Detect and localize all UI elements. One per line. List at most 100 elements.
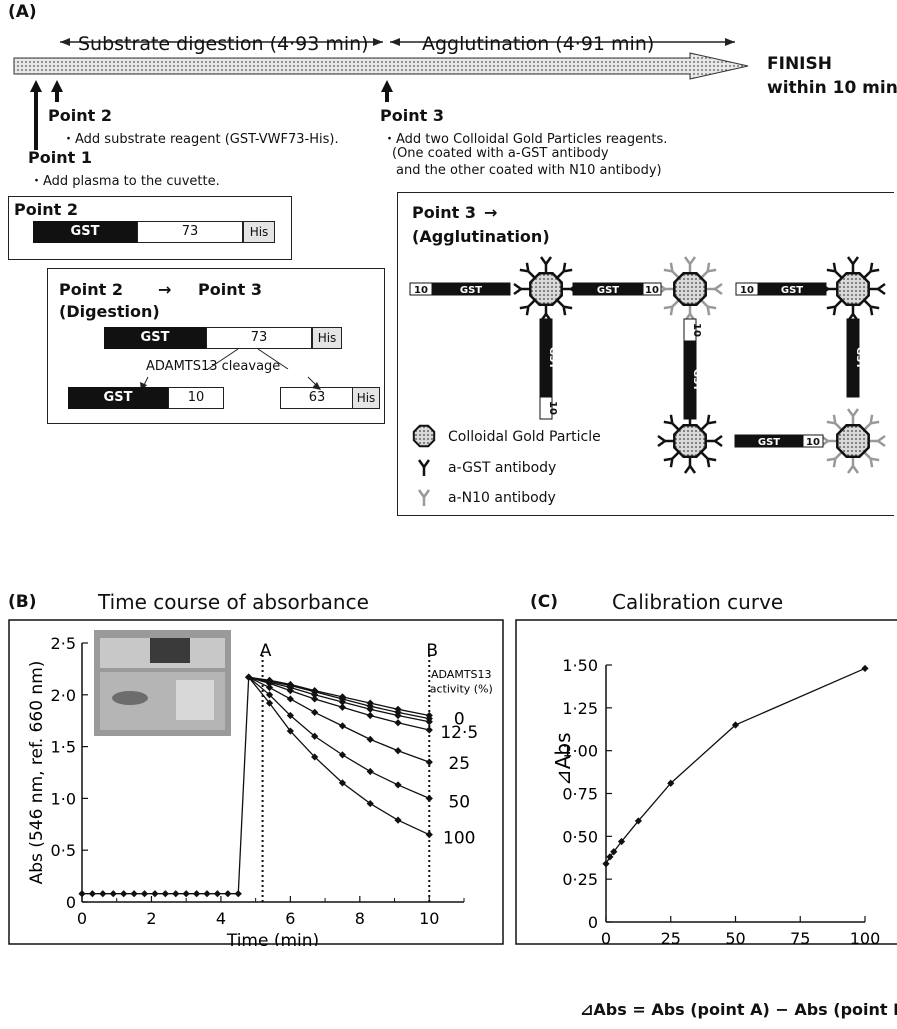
gold-3-antibody-icon xyxy=(706,434,723,448)
series-line xyxy=(248,676,430,720)
svg-text:10: 10 xyxy=(645,285,659,296)
data-point xyxy=(394,747,402,755)
x-tick-label: 10 xyxy=(419,909,439,928)
series-label: 25 xyxy=(448,754,470,774)
series-line xyxy=(248,676,430,731)
svg-text:GST: GST xyxy=(547,347,558,369)
fragment-gst-segment: GST xyxy=(68,387,168,409)
gold-0-antibody-icon xyxy=(556,262,573,279)
baseline-point xyxy=(224,890,232,898)
substrate-fragment: GST 10 xyxy=(539,318,558,420)
agglutination-title-arrow: → xyxy=(484,203,498,222)
finish-label: FINISH xyxy=(767,54,832,74)
gold-3-antibody-icon xyxy=(700,451,717,468)
gold-4-antibody-icon xyxy=(826,451,843,468)
y-axis-label: ⊿Abs xyxy=(551,732,575,786)
baseline-point xyxy=(234,890,242,898)
cleavage-label: ADAMTS13 cleavage xyxy=(146,359,281,374)
gold-1-antibody-icon xyxy=(706,282,723,296)
legend-gold-label: Colloidal Gold Particle xyxy=(448,429,601,445)
data-point xyxy=(602,860,610,868)
data-point xyxy=(286,695,294,703)
data-point xyxy=(425,726,433,734)
rise-line xyxy=(237,677,250,894)
y-tick-label: 1·5 xyxy=(51,738,76,757)
gold-3-antibody-icon xyxy=(657,434,674,448)
data-point xyxy=(265,683,274,692)
chart-c-frame xyxy=(515,619,897,945)
data-point xyxy=(366,799,374,808)
data-point xyxy=(425,831,433,839)
point3-description-line3: and the other coated with N10 antibody) xyxy=(396,163,662,178)
fragment-63-segment: 63 xyxy=(280,387,354,409)
baseline-point xyxy=(130,890,138,898)
marker-label-a: A xyxy=(260,641,272,661)
legend-agst-label: a-GST antibody xyxy=(448,460,557,476)
data-point xyxy=(667,779,675,787)
marker-label-b: B xyxy=(426,641,438,661)
gold-2-antibody-icon xyxy=(826,299,843,316)
panel-b-title: Time course of absorbance xyxy=(98,590,369,614)
baseline-point xyxy=(109,890,117,898)
digestion-title-arrow: → xyxy=(158,280,172,299)
delta-abs-footnote: ⊿Abs = Abs (point A) − Abs (point B) xyxy=(580,1000,897,1019)
legend-gold-icon xyxy=(412,424,436,448)
legend-agst-icon xyxy=(417,459,431,476)
legend-an10-icon xyxy=(417,489,431,506)
svg-text:GST: GST xyxy=(691,369,702,391)
x-tick-label: 75 xyxy=(790,929,810,946)
svg-text:GST: GST xyxy=(854,347,865,369)
y-tick-label: 1·25 xyxy=(562,699,598,718)
gold-2-antibody-icon xyxy=(826,262,843,279)
data-point xyxy=(311,732,319,740)
data-point xyxy=(366,711,374,720)
data-point xyxy=(394,816,402,824)
vwf73-segment: 73 xyxy=(206,327,312,349)
x-tick-label: 4 xyxy=(216,909,226,928)
cleavage-arrows xyxy=(140,348,321,391)
data-point xyxy=(366,735,374,743)
gold-2-antibody-icon xyxy=(863,299,880,316)
data-point xyxy=(634,817,642,825)
data-point xyxy=(286,687,294,695)
agglutination-box: Point 3 → (Agglutination) 10 GST GST 10 10 GS… xyxy=(397,192,894,516)
y-tick-label: 0 xyxy=(66,893,76,912)
data-point xyxy=(425,794,433,802)
substrate-fragment: GST xyxy=(846,318,865,398)
baseline-point xyxy=(203,890,211,898)
gold-4-antibody-icon xyxy=(826,414,843,431)
series-line xyxy=(248,676,430,836)
gold-4-antibody-icon xyxy=(846,457,860,474)
gold-1-antibody-icon xyxy=(700,299,717,316)
x-tick-label: 0 xyxy=(601,929,611,946)
gold-1-antibody-icon xyxy=(663,262,680,279)
point2-substrate-box: Point 2 GST 73 His xyxy=(8,196,292,260)
gold-3-antibody-icon xyxy=(700,414,717,431)
gold-1-antibody-icon xyxy=(663,299,680,316)
data-point xyxy=(366,767,374,776)
series-label: 50 xyxy=(448,792,470,812)
substrate-fragment: GST 10 xyxy=(734,434,824,448)
data-point xyxy=(338,698,347,706)
data-point xyxy=(338,703,347,711)
baseline-point xyxy=(120,890,128,898)
series-line xyxy=(248,676,430,799)
gold-4-antibody-icon xyxy=(869,434,886,448)
baseline-point xyxy=(213,890,222,898)
baseline-point xyxy=(193,890,201,898)
data-point xyxy=(394,781,402,789)
chart-b-frame xyxy=(8,619,504,945)
y-tick-label: 2·5 xyxy=(51,634,76,653)
series-label: 0 xyxy=(454,710,465,730)
y-tick-label: 1·50 xyxy=(562,656,598,675)
finish-time-label: within 10 min xyxy=(767,78,897,98)
instrument-photo xyxy=(94,630,231,736)
substrate-fragment: 10 GST xyxy=(409,282,511,296)
agglutination-label: Agglutination (4·91 min) xyxy=(422,33,655,55)
digestion-title-from: Point 2 xyxy=(59,280,123,299)
y-tick-label: 0·75 xyxy=(562,785,598,804)
data-point xyxy=(425,758,433,766)
agglutination-network: 10 GST GST 10 10 GST GST 10 GST 10 10 GST GST xyxy=(409,256,886,506)
data-point xyxy=(311,708,319,717)
timeline-bar xyxy=(13,52,749,80)
